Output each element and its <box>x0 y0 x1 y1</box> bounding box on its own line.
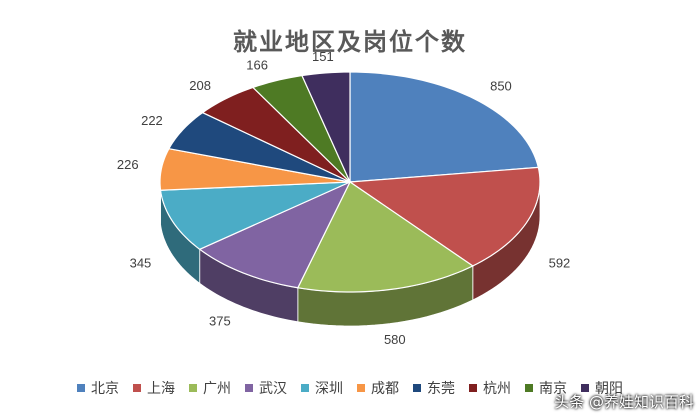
watermark-text: 头条 @养娃知识百科 <box>554 393 694 411</box>
pie-slice-10 <box>301 71 351 183</box>
pie-slice-9 <box>251 74 351 183</box>
legend-item-3: 广州 <box>189 378 231 398</box>
legend-item-4: 武汉 <box>245 378 287 398</box>
legend-label-5: 深圳 <box>315 381 343 397</box>
legend-label-4: 武汉 <box>259 381 287 397</box>
legend-item-9: 南京 <box>525 378 567 398</box>
legend-swatch-8 <box>469 384 477 392</box>
data-label-1: 850 <box>490 79 512 94</box>
data-labels: 850 592 580 375 345 226 222 208 166 151 <box>117 49 570 347</box>
legend-item-8: 杭州 <box>469 378 511 398</box>
pie-slice-1 <box>349 71 540 183</box>
legend-label-8: 杭州 <box>483 381 511 397</box>
data-label-3: 580 <box>384 332 406 347</box>
chart-title: 就业地区及岗位个数 <box>233 28 467 56</box>
legend-item-1: 北京 <box>77 378 119 398</box>
chart-legend: 北京 上海 广州 武汉 深圳 成都 东莞 杭州 南京 朝阳 <box>0 378 700 398</box>
legend-swatch-7 <box>413 384 421 392</box>
legend-label-10: 朝阳 <box>595 381 623 397</box>
legend-swatch-5 <box>301 384 309 392</box>
data-label-10: 151 <box>312 49 334 64</box>
data-label-5: 345 <box>130 256 152 271</box>
legend-swatch-4 <box>245 384 253 392</box>
legend-label-2: 上海 <box>147 381 175 397</box>
legend-label-6: 成都 <box>371 381 399 397</box>
data-label-7: 222 <box>141 113 163 128</box>
pie-side-walls <box>159 181 541 327</box>
legend-label-9: 南京 <box>539 381 567 397</box>
legend-label-3: 广州 <box>203 381 231 397</box>
legend-label-7: 东莞 <box>427 381 455 397</box>
legend-item-10: 朝阳 <box>581 378 623 398</box>
legend-label-1: 北京 <box>91 381 119 397</box>
legend-swatch-6 <box>357 384 365 392</box>
pie-slice-4 <box>198 180 352 289</box>
legend-swatch-10 <box>581 384 589 392</box>
pie-slice-3 <box>296 181 475 293</box>
legend-swatch-1 <box>77 384 85 392</box>
legend-item-5: 深圳 <box>301 378 343 398</box>
legend-item-2: 上海 <box>133 378 175 398</box>
pie-slice-2 <box>348 166 541 267</box>
pie-slice-5 <box>159 181 351 250</box>
legend-swatch-9 <box>525 384 533 392</box>
pie-slice-6 <box>159 148 351 191</box>
data-label-6: 226 <box>117 157 139 172</box>
data-label-4: 375 <box>209 313 231 328</box>
legend-item-6: 成都 <box>357 378 399 398</box>
data-label-8: 208 <box>189 78 211 93</box>
data-label-9: 166 <box>246 58 268 73</box>
legend-item-7: 东莞 <box>413 378 455 398</box>
data-label-2: 592 <box>549 256 571 271</box>
pie-slice-8 <box>201 86 351 183</box>
pie-slices <box>159 71 541 293</box>
legend-swatch-3 <box>189 384 197 392</box>
legend-swatch-2 <box>133 384 141 392</box>
pie-slice-7 <box>167 111 351 183</box>
